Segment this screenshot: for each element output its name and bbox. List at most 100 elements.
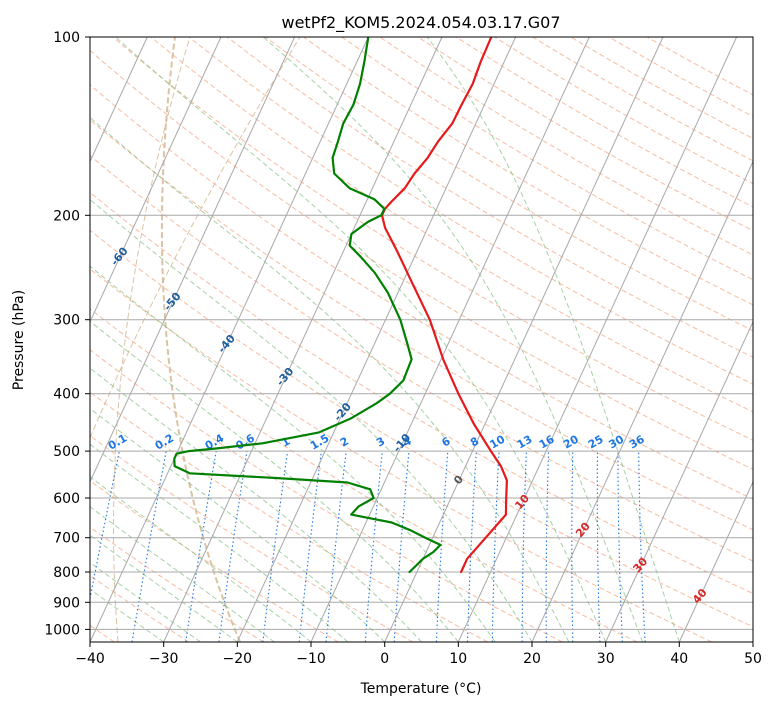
moist-adiabat <box>90 320 459 642</box>
mixing-ratio-line <box>262 451 289 642</box>
moist-adiabat <box>90 367 422 642</box>
isotherm-label: 40 <box>690 586 710 606</box>
chart-title: wetPf2_KOM5.2024.054.03.17.G07 <box>281 13 560 33</box>
isotherm-label: -60 <box>108 244 131 268</box>
moist-adiabat <box>90 443 349 642</box>
dry-adiabat <box>90 268 712 642</box>
mixing-ratio-line <box>393 451 410 642</box>
dry-adiabat <box>646 37 753 96</box>
isotherm-label: -80 <box>10 137 33 161</box>
mixing-ratio-line <box>571 451 574 642</box>
mixing-ratio-line <box>218 451 248 642</box>
x-tick-label: −30 <box>149 651 179 667</box>
pressure-gridlines <box>90 37 753 630</box>
isotherm-line <box>90 37 296 483</box>
y-tick-label: 1000 <box>44 622 80 638</box>
mixing-ratio-line <box>185 451 217 642</box>
x-tick-label: 50 <box>744 651 762 667</box>
dry-adiabat <box>112 37 753 441</box>
mixing-ratio-label: 36 <box>627 432 647 451</box>
moist-adiabat <box>90 116 570 642</box>
dry-adiabat <box>90 435 414 642</box>
y-tick-label: 700 <box>53 531 80 547</box>
isotherm-line <box>310 37 590 642</box>
mixing-ratio-label: 13 <box>515 433 535 452</box>
profile-series <box>173 37 508 574</box>
y-tick-label: 200 <box>53 208 80 224</box>
background-arc <box>90 37 301 439</box>
dry-adiabats <box>90 37 753 642</box>
dry-adiabat <box>608 37 753 118</box>
dry-adiabat <box>90 480 339 642</box>
isotherm-line <box>90 37 222 323</box>
x-axis-label: Temperature (°C) <box>360 681 482 697</box>
dry-adiabat <box>90 154 753 562</box>
x-tick-label: −40 <box>75 651 105 667</box>
x-tick-label: −20 <box>223 651 253 667</box>
dry-adiabat <box>90 119 753 531</box>
moist-adiabat <box>90 561 201 642</box>
isotherm-label: -40 <box>215 332 238 356</box>
dry-adiabat <box>532 37 753 162</box>
dry-adiabat <box>226 37 753 358</box>
moist-adiabat <box>90 198 533 642</box>
dry-adiabat <box>150 37 753 413</box>
mixing-ratio-line <box>491 451 500 642</box>
moist-adiabat <box>90 534 238 642</box>
mixing-ratio-line <box>325 451 347 642</box>
background-arc <box>113 37 191 642</box>
mixing-ratio-line <box>298 451 322 642</box>
dry-adiabat <box>90 349 563 642</box>
dry-adiabat <box>90 574 190 642</box>
moist-adiabat <box>90 588 164 642</box>
y-axis-label: Pressure (hPa) <box>11 290 27 390</box>
isotherm-label: 20 <box>573 520 593 540</box>
isotherms <box>90 37 753 642</box>
x-tick-label: 40 <box>670 651 688 667</box>
isotherm-line <box>605 320 753 642</box>
x-tick-label: −10 <box>296 651 326 667</box>
dry-adiabat <box>90 391 488 642</box>
isotherm-line <box>90 37 369 642</box>
dry-adiabat <box>90 229 753 628</box>
isotherm-line <box>531 160 753 642</box>
moist-adiabat <box>426 37 680 642</box>
dry-adiabat <box>90 308 638 642</box>
dewpoint-line <box>173 37 442 574</box>
background-arc <box>160 37 241 642</box>
dry-adiabat <box>379 37 753 256</box>
y-tick-label: 100 <box>53 30 80 46</box>
mixing-ratio-line <box>545 451 550 642</box>
y-tick-label: 300 <box>53 313 80 329</box>
mixing-ratio-label: 0.1 <box>106 432 129 453</box>
mixing-ratio-label: 0.2 <box>153 432 176 453</box>
axis-ticks: −40 −30 −20 −10 0 10 20 30 40 5010020030040050060… <box>44 30 762 667</box>
y-tick-label: 500 <box>53 444 80 460</box>
isotherm-label: 10 <box>512 492 532 512</box>
isotherm-line <box>678 480 753 642</box>
y-tick-label: 600 <box>53 491 80 507</box>
isotherm-line <box>384 37 664 642</box>
mixing-ratio-label: 3 <box>374 435 387 450</box>
mixing-ratio-line <box>364 451 383 642</box>
isotherm-label: -30 <box>274 365 297 389</box>
dry-adiabat <box>188 37 753 385</box>
isotherm-label: -20 <box>331 400 354 424</box>
mixing-ratio-label: 2 <box>338 435 351 450</box>
moist-adiabat <box>90 265 496 642</box>
y-tick-label: 400 <box>53 387 80 403</box>
x-tick-label: 30 <box>597 651 615 667</box>
mixing-ratio-label: 6 <box>439 434 452 449</box>
dry-adiabat <box>303 37 753 306</box>
moist-adiabat <box>262 37 643 642</box>
isotherm-line <box>163 37 443 642</box>
x-tick-label: 10 <box>449 651 467 667</box>
mixing-ratio-line <box>638 451 646 642</box>
mixing-ratio-line <box>596 451 601 642</box>
isotherm-line <box>457 37 738 642</box>
plot-frame <box>89 36 754 643</box>
temperature-line <box>380 37 508 574</box>
isotherm-line <box>236 37 517 642</box>
isotherm-line <box>752 640 753 642</box>
